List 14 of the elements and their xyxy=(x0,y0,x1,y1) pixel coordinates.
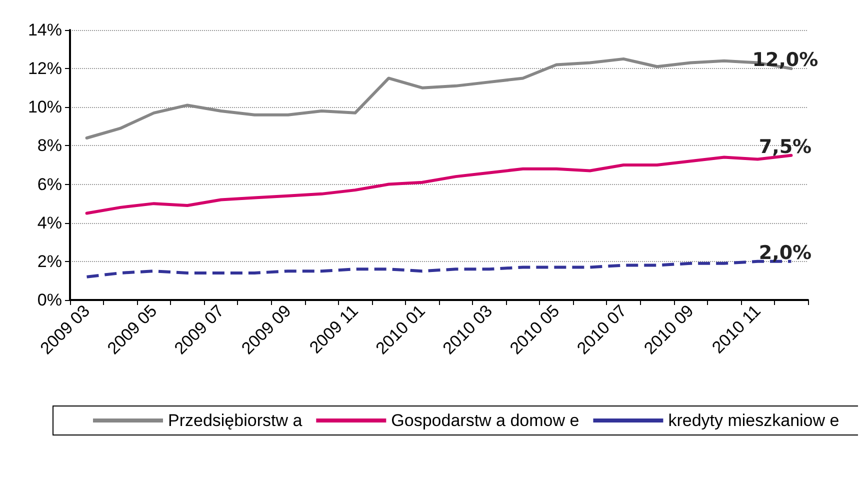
y-tick-label: 6% xyxy=(37,174,62,194)
y-tick-label: 2% xyxy=(37,252,62,271)
y-tick-label: 0% xyxy=(37,290,62,310)
y-tick-label: 12% xyxy=(28,59,62,78)
y-tick-label: 10% xyxy=(28,98,62,117)
legend-label: Gospodarstw a domow e xyxy=(391,411,580,430)
data-label: 7,5% xyxy=(758,136,812,158)
legend-label: kredyty mieszkaniow e xyxy=(668,411,840,430)
data-label: 12,0% xyxy=(752,49,818,72)
y-tick-label: 4% xyxy=(37,213,62,232)
data-label: 2,0% xyxy=(758,242,812,264)
y-tick-label: 8% xyxy=(37,136,62,156)
legend-label: Przedsiębiorstw a xyxy=(168,411,303,430)
y-tick-label: 14% xyxy=(28,20,62,40)
